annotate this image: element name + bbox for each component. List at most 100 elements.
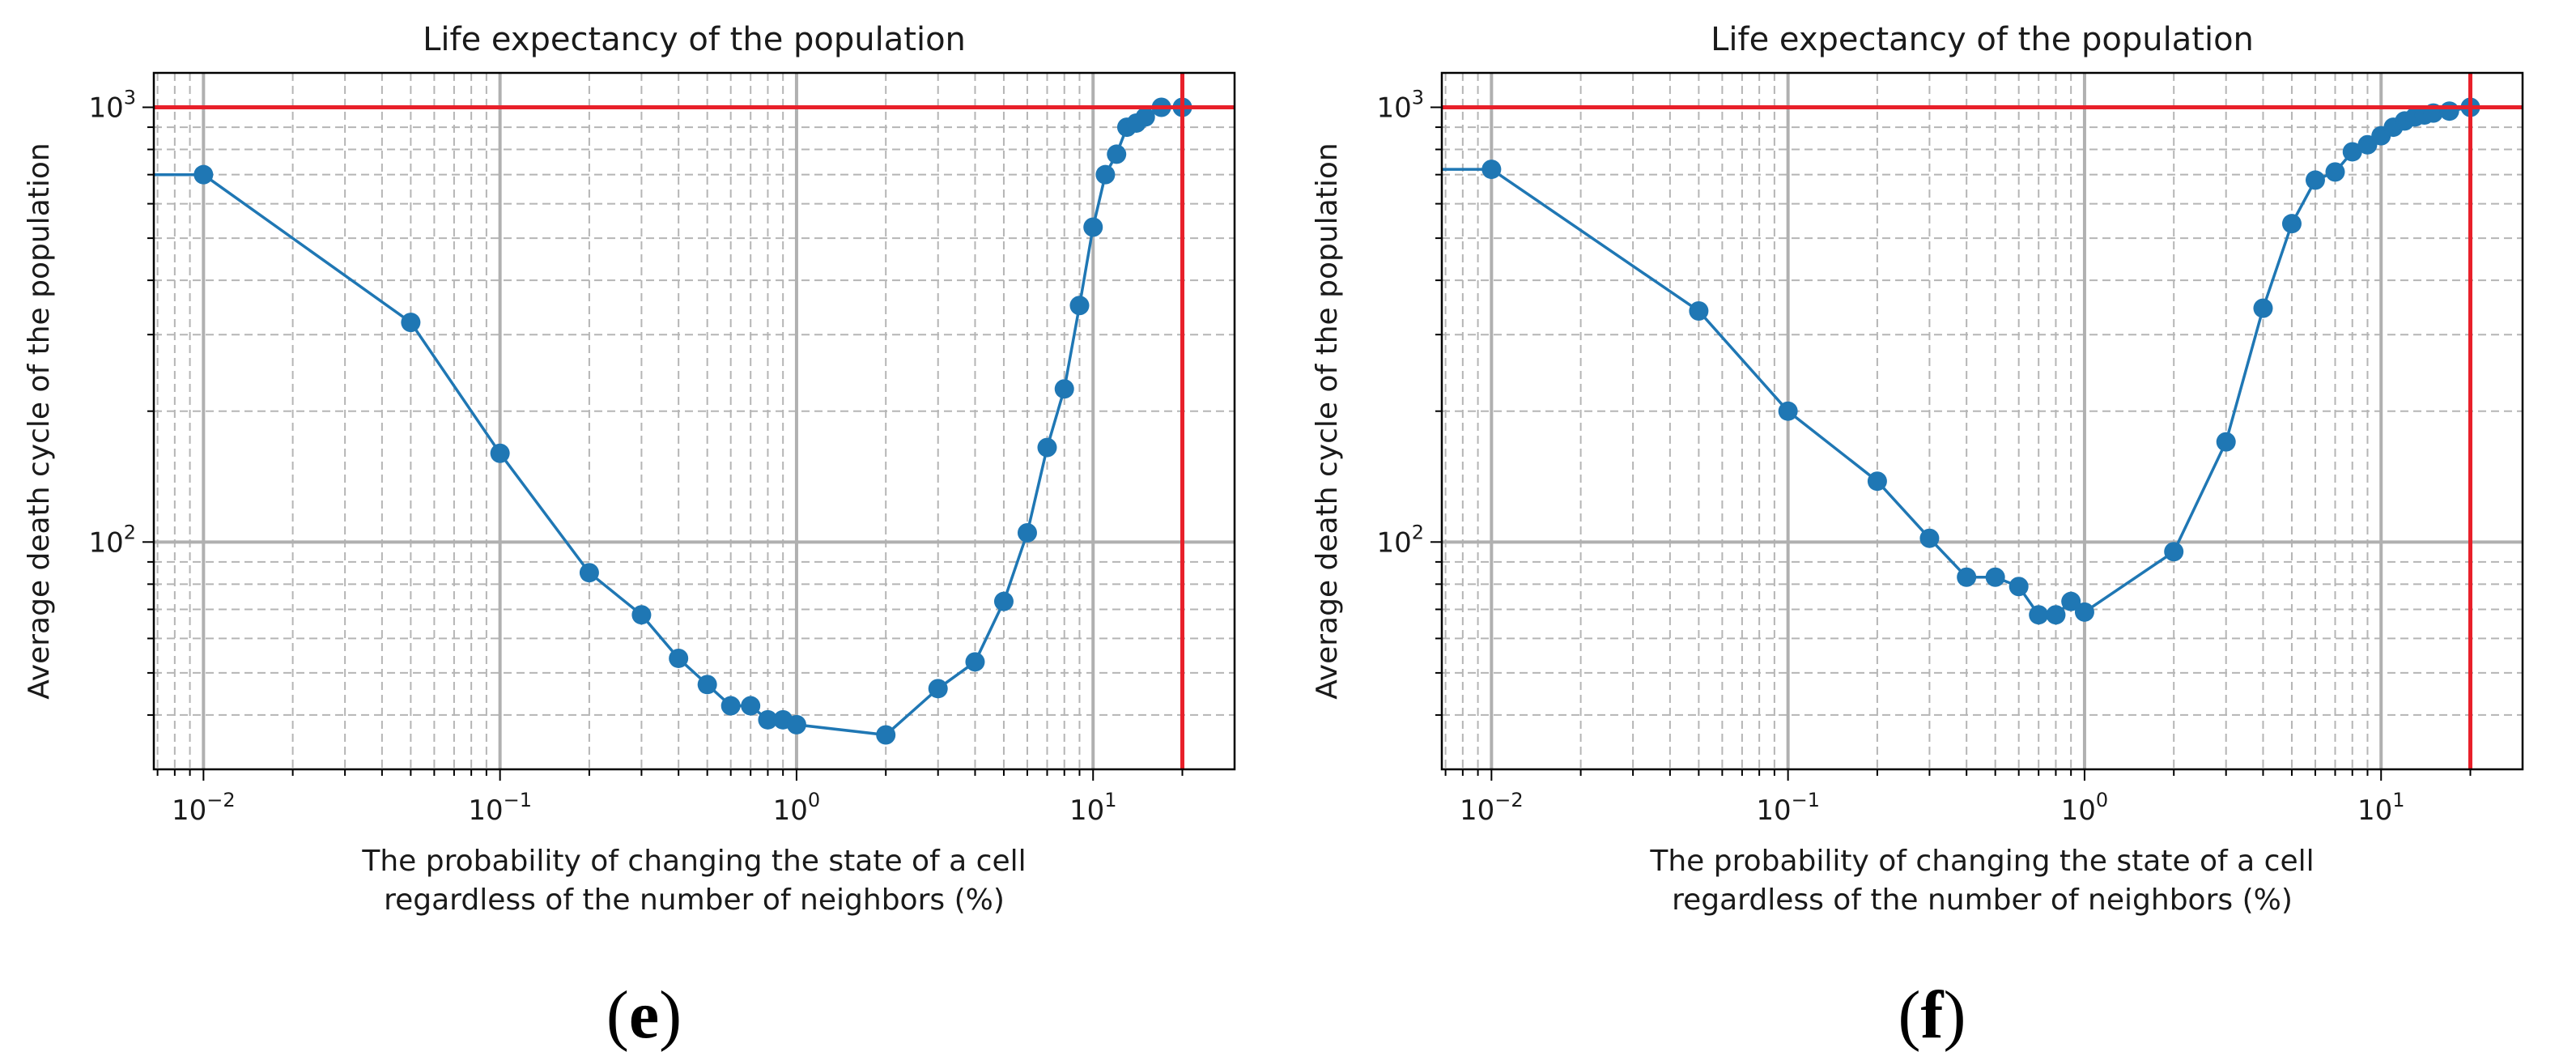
chart-title: Life expectancy of the population [423,21,966,58]
x-tick-label-exponent: 1 [1104,789,1116,811]
data-point [1069,296,1090,316]
data-point [1107,144,1127,164]
panel-label-e: (e) [606,977,682,1053]
data-point [2342,142,2362,162]
x-tick-label: 10−1 [468,789,532,827]
plot-area [1442,73,2523,769]
x-tick-label-base: 10 [773,794,808,827]
x-tick-label-base: 10 [1756,794,1791,827]
chart-title: Life expectancy of the population [1711,21,2254,58]
chart-panel-f: 10−2 10−1 100 101 102 103 Life expectancy of t… [1288,0,2576,1056]
x-tick-label-base: 10 [468,794,503,827]
x-tick-label-exponent: −2 [1494,789,1523,811]
chart-panel-e: 10−2 10−1 100 101 102 103 Life expectancy of t… [23,21,1236,1053]
data-point [2164,542,2184,562]
x-axis-label: regardless of the number of neighbors (%… [384,884,1005,917]
data-point [1481,160,1502,180]
x-tick-label-base: 10 [1069,794,1104,827]
y-tick-label-exponent: 3 [1412,87,1424,109]
data-point [490,443,510,463]
data-point [876,725,896,745]
data-point [1867,471,1887,492]
data-point [741,696,761,716]
y-tick-label: 103 [1376,87,1424,125]
y-tick-label-base: 10 [88,92,123,125]
series-line [154,105,1183,737]
x-tick-label: 10−2 [1460,789,1524,827]
axes-frame [1440,71,2524,771]
grid-lines [1442,73,2523,769]
x-tick-label: 10−1 [1756,789,1820,827]
data-point [786,714,806,735]
x-tick-label: 100 [2061,789,2109,827]
data-point [1135,107,1155,127]
x-tick-label-exponent: −1 [504,789,532,811]
data-point [631,605,652,625]
data-point [758,709,778,730]
y-tick-label: 102 [88,521,136,559]
data-point [1017,522,1037,543]
y-tick-label-exponent: 2 [1412,521,1424,543]
tick-marks [142,106,1184,781]
x-tick-label-base: 10 [2061,794,2096,827]
data-point [1689,301,1709,321]
axes-frame [152,71,1236,771]
data-point [193,164,214,185]
y-axis-label: Average death cycle of the population [23,143,56,699]
data-point [2216,432,2236,452]
x-tick-label-base: 10 [2357,794,2392,827]
x-tick-label: 101 [1069,789,1117,827]
y-tick-label-base: 10 [88,526,123,559]
x-axis-label: The probability of changing the state of… [1649,845,2314,878]
tick-marks [1430,106,2472,781]
data-point [1919,528,1940,548]
data-point [1083,217,1103,237]
y-axis-label: Average death cycle of the population [1311,143,1344,699]
x-tick-label: 101 [2357,789,2405,827]
y-tick-label-base: 10 [1376,526,1411,559]
data-point [2046,605,2066,625]
y-tick-label-exponent: 3 [124,87,136,109]
x-tick-label: 100 [773,789,821,827]
y-tick-label-exponent: 2 [124,521,136,543]
data-point [1037,437,1057,458]
data-point [993,591,1014,611]
data-point [2325,162,2345,182]
data-point [2305,170,2325,190]
grid-lines [154,73,1235,769]
x-tick-label-exponent: 0 [2096,789,2108,811]
x-tick-label-exponent: −1 [1792,789,1820,811]
data-point [1054,379,1074,399]
data-point [401,313,421,333]
data-point [2281,214,2302,234]
x-axis-label: The probability of changing the state of… [361,845,1026,878]
data-point [928,679,948,699]
x-tick-label-exponent: −2 [206,789,235,811]
y-tick-label-base: 10 [1376,92,1411,125]
x-axis-label: regardless of the number of neighbors (%… [1672,884,2293,917]
panel-label-f: (f) [1898,977,1966,1053]
data-point [2074,602,2094,622]
data-point [669,648,689,668]
data-point [1095,164,1116,185]
data-point [579,563,599,583]
x-tick-label-exponent: 0 [808,789,820,811]
x-tick-label-base: 10 [172,794,206,827]
data-point [2029,605,2049,625]
x-tick-label-base: 10 [1460,794,1494,827]
data-point [697,675,717,695]
data-point [1957,567,1977,587]
data-point [965,652,985,672]
y-tick-label: 103 [88,87,136,125]
data-point [2009,577,2029,597]
data-point [2253,298,2273,318]
x-tick-label-exponent: 1 [2392,789,2404,811]
data-point [2439,101,2459,121]
plot-area [154,73,1235,769]
data-point [1985,567,2005,587]
x-tick-label: 10−2 [172,789,236,827]
data-point [2061,591,2081,611]
y-tick-label: 102 [1376,521,1424,559]
